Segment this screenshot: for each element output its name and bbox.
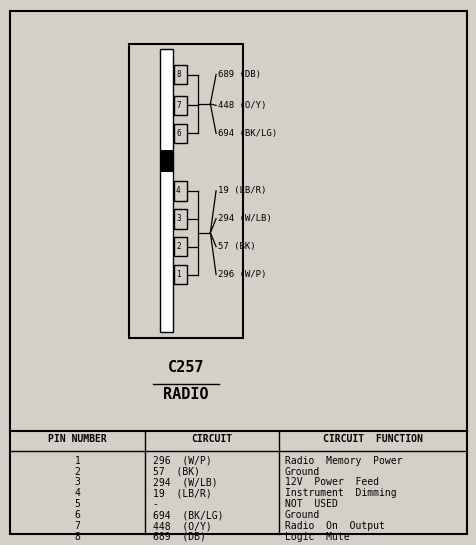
Text: 8: 8 <box>74 532 80 542</box>
Text: 6: 6 <box>74 510 80 520</box>
Text: -: - <box>152 499 158 509</box>
Text: 6: 6 <box>176 129 180 138</box>
Bar <box>174 95 186 115</box>
Bar <box>129 44 243 338</box>
Bar <box>174 209 186 228</box>
Text: 2: 2 <box>176 242 180 251</box>
Text: 7: 7 <box>176 101 180 110</box>
Text: 689  (DB): 689 (DB) <box>152 532 205 542</box>
Text: 7: 7 <box>74 521 80 531</box>
Text: 4: 4 <box>74 488 80 498</box>
Bar <box>160 150 172 172</box>
Text: 5: 5 <box>74 499 80 509</box>
Text: 1: 1 <box>74 456 80 465</box>
Text: 2: 2 <box>74 467 80 476</box>
Text: Radio  On  Output: Radio On Output <box>284 521 384 531</box>
Bar <box>174 124 186 143</box>
Text: NOT  USED: NOT USED <box>284 499 337 509</box>
Text: 689 (DB): 689 (DB) <box>218 70 261 79</box>
Text: PIN NUMBER: PIN NUMBER <box>48 434 107 444</box>
Text: 12V  Power  Feed: 12V Power Feed <box>284 477 378 487</box>
Text: 3: 3 <box>176 214 180 223</box>
Text: 57  (BK): 57 (BK) <box>152 467 199 476</box>
Text: 57 (BK): 57 (BK) <box>218 242 256 251</box>
Text: 3: 3 <box>74 477 80 487</box>
Text: 694 (BK/LG): 694 (BK/LG) <box>218 129 277 138</box>
Text: 8: 8 <box>176 70 180 79</box>
Bar <box>159 49 173 332</box>
Text: Radio  Memory  Power: Radio Memory Power <box>284 456 401 465</box>
Text: Ground: Ground <box>284 467 319 476</box>
Bar <box>174 65 186 84</box>
Bar <box>174 265 186 284</box>
Text: CIRCUIT  FUNCTION: CIRCUIT FUNCTION <box>323 434 422 444</box>
Text: CIRCUIT: CIRCUIT <box>191 434 232 444</box>
Bar <box>174 237 186 257</box>
Text: RADIO: RADIO <box>163 387 208 402</box>
Text: 448  (O/Y): 448 (O/Y) <box>152 521 211 531</box>
Text: 19 (LB/R): 19 (LB/R) <box>218 186 266 195</box>
Text: Instrument  Dimming: Instrument Dimming <box>284 488 396 498</box>
Text: 448 (O/Y): 448 (O/Y) <box>218 101 266 110</box>
Text: 294 (W/LB): 294 (W/LB) <box>218 214 272 223</box>
Text: C257: C257 <box>168 360 204 375</box>
Text: 296  (W/P): 296 (W/P) <box>152 456 211 465</box>
Text: 294  (W/LB): 294 (W/LB) <box>152 477 217 487</box>
Bar <box>174 181 186 201</box>
Text: 1: 1 <box>176 270 180 279</box>
Text: 694  (BK/LG): 694 (BK/LG) <box>152 510 223 520</box>
Text: 19  (LB/R): 19 (LB/R) <box>152 488 211 498</box>
Text: Ground: Ground <box>284 510 319 520</box>
Text: 296 (W/P): 296 (W/P) <box>218 270 266 279</box>
Text: Logic  Mute: Logic Mute <box>284 532 348 542</box>
Text: 4: 4 <box>176 186 180 195</box>
